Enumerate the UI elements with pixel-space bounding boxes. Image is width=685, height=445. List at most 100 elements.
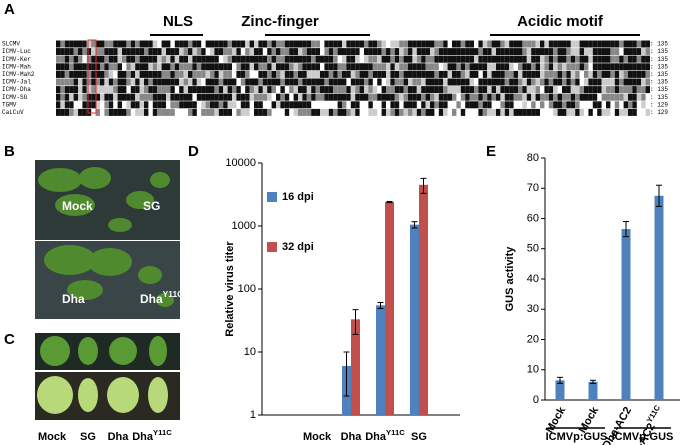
residue-shade bbox=[218, 78, 224, 86]
error-bar bbox=[411, 221, 418, 229]
residue-shade bbox=[447, 70, 452, 78]
residue-shade bbox=[350, 63, 356, 71]
residue-shade bbox=[386, 48, 391, 56]
sequence-name: ICMV-Luc bbox=[2, 48, 31, 55]
residue-shade bbox=[91, 70, 96, 78]
residue-shade bbox=[284, 48, 290, 56]
residue-shade bbox=[346, 70, 351, 78]
residue-shade bbox=[628, 101, 633, 109]
residue-shade bbox=[293, 63, 298, 71]
residue-shade bbox=[284, 40, 290, 48]
residue-shade bbox=[166, 63, 171, 71]
residue-shade bbox=[320, 78, 325, 86]
residue-shade bbox=[364, 70, 369, 78]
residue-shade bbox=[474, 86, 479, 94]
residue-shade bbox=[460, 55, 466, 63]
residue-shade bbox=[500, 93, 505, 101]
residue-shade bbox=[100, 93, 105, 101]
y-tick-label: 100 bbox=[238, 283, 256, 295]
residue-shade bbox=[636, 70, 642, 78]
sequence-name: ICMV-Dha bbox=[2, 86, 31, 93]
residue-shade bbox=[117, 86, 122, 94]
error-bar bbox=[386, 200, 393, 204]
residue-shade bbox=[179, 93, 184, 101]
residue-shade bbox=[73, 48, 78, 56]
residue-shade bbox=[148, 93, 153, 101]
x-tick-label: Mock bbox=[303, 431, 332, 443]
residue-shade bbox=[315, 78, 320, 86]
residue-shade bbox=[108, 108, 114, 116]
bar bbox=[351, 319, 360, 415]
residue-shade bbox=[478, 40, 483, 48]
residue-shade bbox=[342, 40, 347, 48]
residue-shade bbox=[452, 40, 457, 48]
residue-shade bbox=[254, 108, 259, 116]
residue-shade bbox=[518, 108, 523, 116]
residue-shade bbox=[95, 86, 100, 94]
residue-shade bbox=[196, 55, 202, 63]
residue-shade bbox=[372, 55, 378, 63]
residue-shade bbox=[293, 93, 298, 101]
residue-shade bbox=[320, 108, 325, 116]
residue-shade bbox=[254, 78, 259, 86]
residue-shade bbox=[113, 63, 118, 71]
residue-shade bbox=[161, 40, 166, 48]
residue-shade bbox=[262, 108, 268, 116]
residue-shade bbox=[188, 40, 193, 48]
residue-shade bbox=[597, 78, 602, 86]
residue-shade bbox=[430, 108, 435, 116]
residue-shade bbox=[267, 40, 272, 48]
residue-shade bbox=[95, 70, 100, 78]
residue-shade bbox=[152, 93, 158, 101]
x-tick-label-sup: Y11C bbox=[386, 428, 405, 437]
residue-shade bbox=[474, 93, 479, 101]
residue-shade bbox=[56, 78, 61, 86]
residue-shade bbox=[205, 86, 210, 94]
residue-shade bbox=[249, 63, 254, 71]
y-tick-label: 40 bbox=[527, 273, 539, 285]
residue-shade bbox=[368, 86, 373, 94]
residue-shade bbox=[311, 86, 316, 94]
residue-shade bbox=[117, 48, 122, 56]
residue-shade bbox=[518, 55, 523, 63]
photo-label-sup: Y11C bbox=[163, 289, 184, 299]
residue-shade bbox=[95, 48, 100, 56]
residue-shade bbox=[575, 93, 580, 101]
residue-shade bbox=[276, 78, 281, 86]
residue-shade bbox=[438, 93, 444, 101]
residue-shade bbox=[447, 55, 452, 63]
residue-shade bbox=[540, 78, 545, 86]
residue-shade bbox=[346, 40, 351, 48]
legend-label: 16 dpi bbox=[282, 191, 314, 203]
residue-shade bbox=[258, 93, 263, 101]
residue-shade bbox=[174, 55, 180, 63]
residue-shade bbox=[434, 86, 439, 94]
residue-shade bbox=[487, 55, 492, 63]
residue-shade bbox=[456, 63, 461, 71]
residue-shade bbox=[95, 108, 100, 116]
residue-shade bbox=[135, 40, 140, 48]
residue-shade bbox=[236, 63, 241, 71]
residue-shade bbox=[91, 55, 96, 63]
residue-shade bbox=[372, 40, 378, 48]
residue-shade bbox=[157, 93, 162, 101]
residue-shade bbox=[553, 63, 558, 71]
residue-shade bbox=[632, 93, 637, 101]
residue-shade bbox=[487, 70, 492, 78]
photo-label: Mock bbox=[38, 431, 67, 443]
residue-shade bbox=[456, 86, 461, 94]
residue-shade bbox=[64, 101, 70, 109]
residue-shade bbox=[223, 78, 228, 86]
residue-shade bbox=[315, 86, 320, 94]
residue-shade bbox=[82, 86, 87, 94]
residue-shade bbox=[540, 101, 545, 109]
residue-shade bbox=[553, 101, 558, 109]
residue-shade bbox=[333, 93, 338, 101]
residue-shade bbox=[214, 40, 219, 48]
residue-shade bbox=[592, 93, 598, 101]
residue-shade bbox=[284, 55, 290, 63]
residue-shade bbox=[86, 108, 92, 116]
residue-shade bbox=[531, 78, 536, 86]
residue-shade bbox=[355, 40, 360, 48]
residue-shade bbox=[584, 40, 589, 48]
